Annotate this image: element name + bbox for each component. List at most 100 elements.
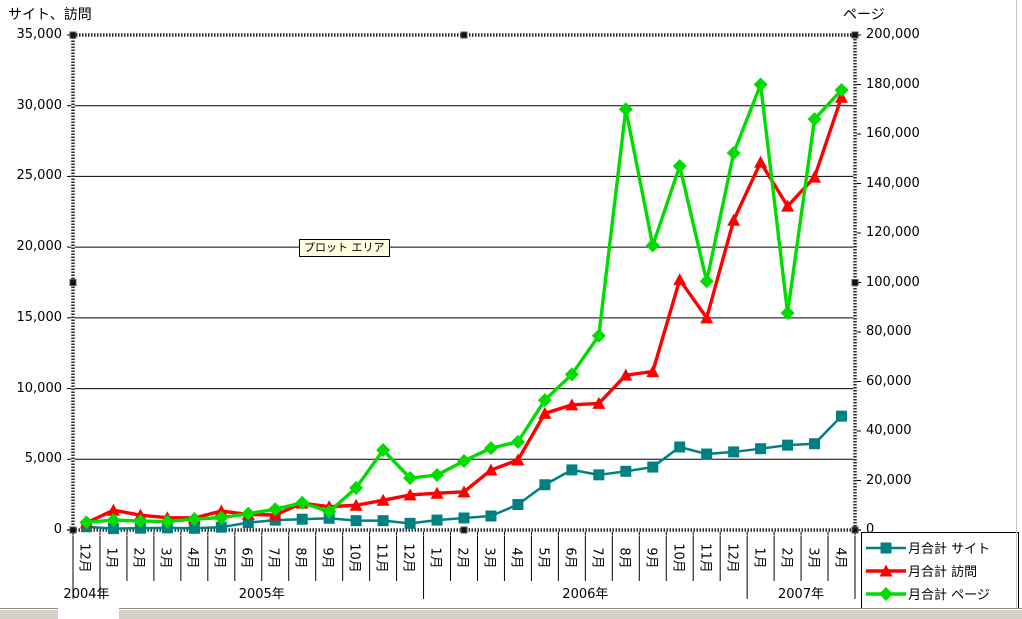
series-marker-1[interactable] [754,155,768,168]
series-marker-2[interactable] [618,102,633,117]
selection-handle[interactable] [851,279,859,286]
series-marker-1[interactable] [214,504,228,517]
series-marker-0[interactable] [755,443,767,455]
series-marker-1[interactable] [457,485,471,498]
month-label-text: 7月 [265,547,281,569]
series-marker-1[interactable] [781,199,795,212]
legend-item-1[interactable]: 月合計 訪問 [864,559,1016,582]
selection-handle[interactable] [69,279,77,286]
right-axis-label: 80,000 [866,324,912,339]
series-marker-2[interactable] [349,480,364,495]
series-marker-2[interactable] [268,502,283,517]
selection-handle[interactable] [69,31,77,39]
series-marker-2[interactable] [510,434,525,449]
series-marker-1[interactable] [592,396,606,409]
series-marker-2[interactable] [537,393,552,408]
series-marker-2[interactable] [214,510,229,525]
selection-handle[interactable] [851,31,859,39]
series-marker-1[interactable] [727,213,741,226]
month-label-text: 2月 [454,547,470,569]
series-marker-0[interactable] [377,515,389,527]
month-label-text: 10月 [670,543,686,573]
series-marker-2[interactable] [834,82,849,97]
right-axis-label: 140,000 [866,175,920,191]
series-marker-2[interactable] [672,159,687,174]
series-marker-2[interactable] [780,305,795,320]
series-marker-2[interactable] [430,468,445,483]
series-marker-0[interactable] [215,521,227,533]
series-marker-1[interactable] [349,498,363,511]
series-marker-2[interactable] [376,443,391,458]
series-marker-1[interactable] [403,488,417,501]
series-marker-1[interactable] [673,273,687,286]
series-marker-0[interactable] [674,441,686,453]
series-marker-0[interactable] [593,469,605,481]
series-marker-2[interactable] [807,112,822,127]
series-marker-2[interactable] [457,453,471,468]
series-marker-2[interactable] [187,512,202,527]
series-marker-2[interactable] [79,515,94,530]
series-marker-0[interactable] [107,523,119,535]
series-line-0[interactable] [86,415,843,530]
selection-handle[interactable] [460,31,468,39]
selection-handle[interactable] [69,526,77,534]
series-marker-0[interactable] [134,522,146,534]
series-marker-0[interactable] [296,513,308,525]
series-marker-1[interactable] [511,453,525,466]
legend-item-0[interactable]: 月合計 サイト [864,536,1016,559]
series-marker-1[interactable] [808,170,822,183]
series-marker-1[interactable] [646,365,660,378]
series-marker-0[interactable] [647,461,659,473]
selection-handle[interactable] [460,526,468,534]
series-marker-0[interactable] [701,448,713,460]
month-label-text: 12月 [400,543,416,573]
series-marker-1[interactable] [430,486,444,499]
series-marker-0[interactable] [431,514,443,526]
month-label-text: 4月 [508,547,524,569]
series-marker-0[interactable] [620,465,632,477]
series-marker-1[interactable] [484,463,498,476]
series-marker-2[interactable] [322,504,337,519]
series-marker-2[interactable] [295,495,310,510]
selection-handle[interactable] [851,526,859,534]
series-marker-0[interactable] [458,512,470,524]
year-label: 2006年 [562,587,609,602]
series-marker-0[interactable] [188,522,200,534]
left-axis-label: 20,000 [16,239,63,255]
series-marker-1[interactable] [619,368,633,381]
series-marker-0[interactable] [836,410,848,422]
series-marker-2[interactable] [591,328,606,343]
series-marker-1[interactable] [376,493,390,506]
month-label-text: 9月 [319,547,335,569]
series-marker-0[interactable] [728,446,740,458]
series-marker-0[interactable] [782,439,794,451]
series-marker-2[interactable] [726,146,741,161]
legend-item-2[interactable]: 月合計 ページ [864,582,1016,605]
series-marker-1[interactable] [538,406,552,419]
series-marker-0[interactable] [485,510,497,522]
right-axis-label: 100,000 [866,274,920,290]
series-marker-2[interactable] [106,513,121,528]
series-marker-1[interactable] [700,311,714,324]
series-marker-2[interactable] [483,441,498,456]
series-marker-0[interactable] [539,479,551,491]
series-marker-0[interactable] [566,464,578,476]
series-marker-2[interactable] [160,514,175,529]
series-marker-2[interactable] [133,514,148,529]
series-marker-2[interactable] [241,506,256,521]
series-marker-0[interactable] [404,517,416,529]
series-marker-2[interactable] [645,238,660,253]
series-marker-0[interactable] [350,515,362,527]
series-marker-2[interactable] [403,471,418,486]
chart-legend[interactable]: 月合計 サイト 月合計 訪問 月合計 ページ [861,532,1019,609]
month-label-text: 7月 [589,547,605,569]
worksheet-edge-line [1016,0,1017,608]
series-marker-0[interactable] [809,438,821,450]
series-marker-1[interactable] [106,503,120,516]
series-marker-0[interactable] [512,499,524,511]
series-marker-2[interactable] [564,367,579,382]
series-marker-1[interactable] [565,398,579,411]
series-marker-2[interactable] [699,274,714,289]
series-marker-2[interactable] [753,77,768,92]
